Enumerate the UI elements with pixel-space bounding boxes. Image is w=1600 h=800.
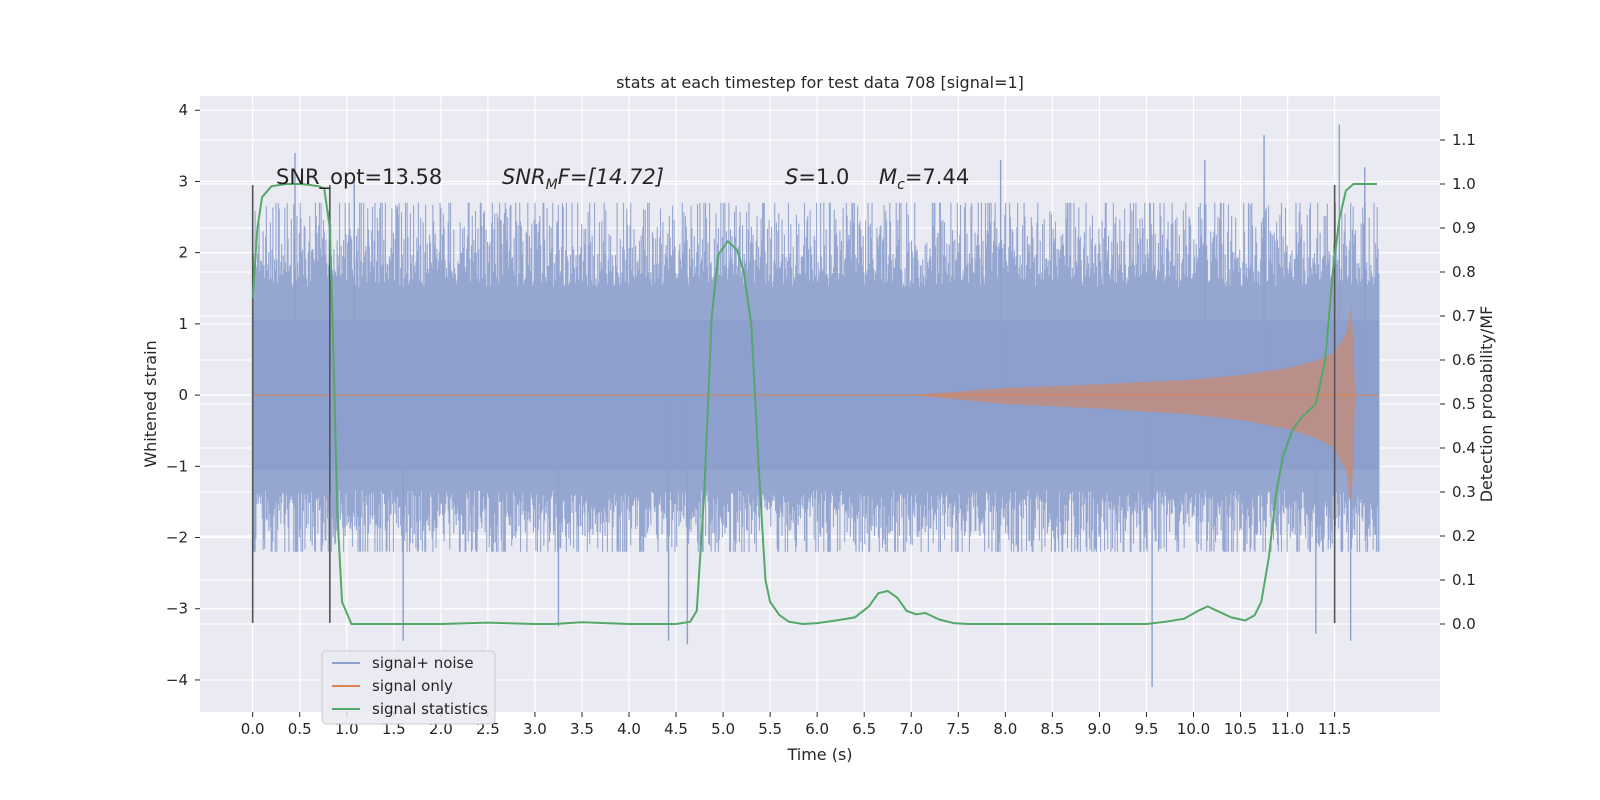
- annotation-snr-mf-rest: F=[14.72]: [558, 165, 664, 189]
- x-tick-label: 11.5: [1318, 720, 1351, 738]
- y-axis-label-left: Whitened strain: [141, 340, 160, 467]
- x-tick-label: 11.0: [1271, 720, 1304, 738]
- y-tick-label-right: 0.3: [1452, 483, 1476, 501]
- x-tick-label: 10.5: [1224, 720, 1257, 738]
- y-tick-label-right: 1.0: [1452, 175, 1476, 193]
- y-tick-label-right: 0.1: [1452, 571, 1476, 589]
- annotation-mc-val: =7.44: [905, 165, 969, 189]
- y-tick-label-left: 4: [178, 101, 188, 119]
- x-tick-label: 4.5: [664, 720, 688, 738]
- annotation-s-var: S: [785, 165, 798, 189]
- y-axis-label-right: Detection probability/MF: [1477, 306, 1496, 503]
- x-tick-label: 0.0: [241, 720, 265, 738]
- y-tick-label-right: 0.5: [1452, 395, 1476, 413]
- x-tick-label: 8.5: [1040, 720, 1064, 738]
- legend-label-signal-noise: signal+ noise: [372, 654, 474, 672]
- x-axis-label: Time (s): [786, 745, 852, 764]
- y-tick-label-right: 0.6: [1452, 351, 1476, 369]
- y-tick-label-left: −2: [166, 529, 188, 547]
- legend-label-signal-stats: signal statistics: [372, 700, 488, 718]
- y-tick-label-right: 0.2: [1452, 527, 1476, 545]
- y-tick-label-right: 0.4: [1452, 439, 1476, 457]
- annotation-snr-mf: SNRMF=[14.72]: [502, 165, 664, 193]
- x-tick-label: 10.0: [1177, 720, 1210, 738]
- signal-only-series: [252, 306, 1379, 507]
- y-tick-label-left: 0: [178, 386, 188, 404]
- annotation-snr-opt: SNR_opt=13.58: [276, 165, 442, 190]
- y-tick-label-left: 1: [178, 315, 188, 333]
- y-tick-label-right: 0.8: [1452, 263, 1476, 281]
- x-tick-label: 5.5: [758, 720, 782, 738]
- x-tick-label: 5.0: [711, 720, 735, 738]
- annotation-mc-base: M: [879, 165, 897, 189]
- y-tick-label-right: 0.9: [1452, 219, 1476, 237]
- chart-title: stats at each timestep for test data 708…: [616, 73, 1024, 92]
- axes: 0.0 0.5 1.0 1.5 2.0 2.5 3.0 3.5 4.0 4.5 5.0 5.5 6.0 6…: [166, 101, 1476, 738]
- y-tick-label-left: 2: [178, 244, 188, 262]
- x-tick-label: 0.5: [288, 720, 312, 738]
- y-tick-label-right: 1.1: [1452, 131, 1476, 149]
- annotation-s-val: =1.0: [798, 165, 849, 189]
- x-tick-label: 7.5: [946, 720, 970, 738]
- x-tick-label: 9.0: [1087, 720, 1111, 738]
- y-tick-label-left: 3: [178, 172, 188, 190]
- y-tick-label-right: 0.7: [1452, 307, 1476, 325]
- x-tick-label: 3.0: [523, 720, 547, 738]
- annotation-s: S=1.0: [785, 165, 849, 189]
- x-tick-label: 7.0: [899, 720, 923, 738]
- annotations: SNR_opt=13.58 SNRMF=[14.72] S=1.0 Mc=7.4…: [276, 165, 969, 193]
- signal-statistics-series: [251, 183, 1377, 625]
- y-tick-label-left: −1: [166, 457, 188, 475]
- annotation-mc-sub: c: [897, 177, 905, 193]
- annotation-snr-mf-base: SNR: [502, 165, 546, 189]
- legend-box: [321, 650, 496, 725]
- x-tick-label: 6.0: [805, 720, 829, 738]
- annotation-snr-mf-sub: M: [546, 177, 558, 193]
- legend-label-signal-only: signal only: [372, 677, 453, 695]
- signal-statistics-line: [251, 183, 1377, 625]
- signal-only-envelope: [252, 306, 1379, 507]
- x-tick-label: 9.5: [1135, 720, 1159, 738]
- x-tick-label: 3.5: [570, 720, 594, 738]
- x-tick-label: 6.5: [852, 720, 876, 738]
- annotation-mc: Mc=7.44: [879, 165, 969, 193]
- y-tick-label-left: −4: [166, 671, 188, 689]
- y-tick-label-left: −3: [166, 600, 188, 618]
- x-tick-label: 8.0: [993, 720, 1017, 738]
- legend: signal+ noise signal only signal statist…: [321, 650, 496, 725]
- x-tick-label: 4.0: [617, 720, 641, 738]
- y-tick-label-right: 0.0: [1452, 615, 1476, 633]
